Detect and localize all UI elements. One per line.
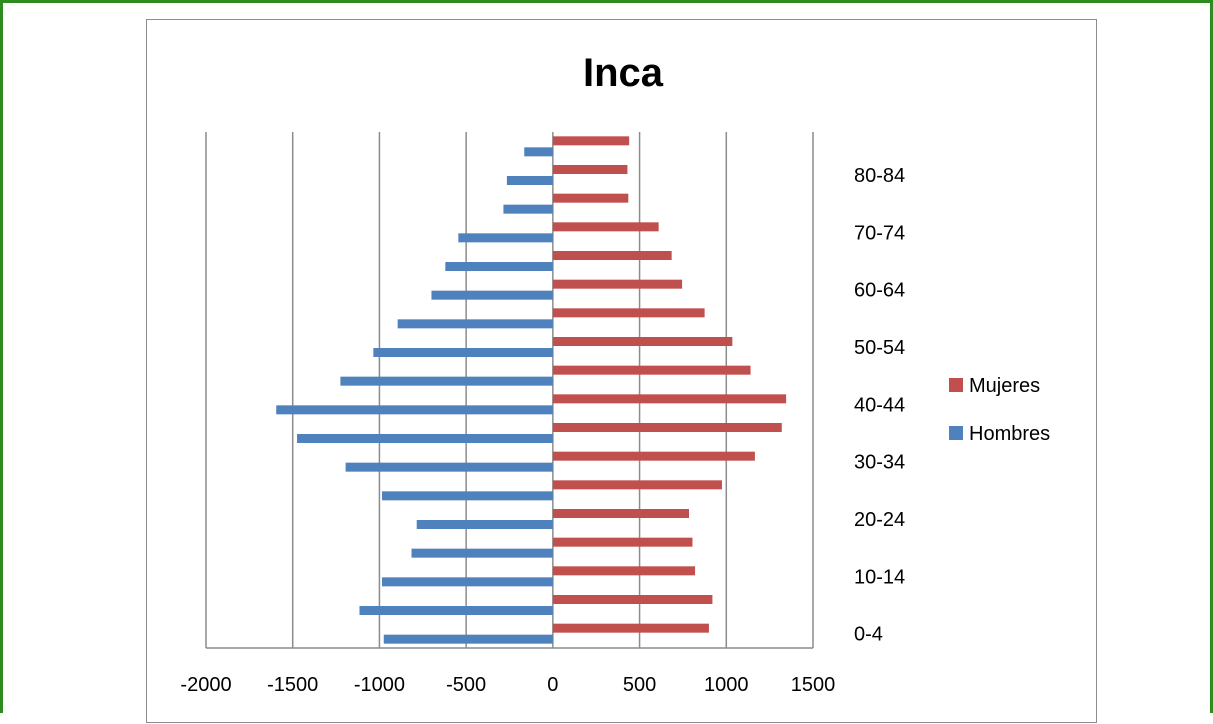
bar-mujeres-0-4 — [552, 623, 709, 633]
x-tick-label: 1500 — [791, 674, 836, 696]
y-category-label: 30-34 — [854, 452, 905, 474]
bar-mujeres-30-34 — [552, 451, 755, 461]
y-category-label: 40-44 — [854, 394, 905, 416]
bar-mujeres-45-49 — [552, 365, 751, 375]
bar-mujeres-15-19 — [552, 537, 693, 547]
bar-hombres-50-54 — [373, 348, 553, 357]
bar-mujeres-70-74 — [552, 222, 659, 232]
bar-mujeres-35-39 — [552, 423, 782, 432]
y-category-label: 0-4 — [854, 624, 883, 646]
y-category-label: 10-14 — [854, 566, 905, 588]
bar-hombres-15-19 — [411, 548, 553, 558]
y-category-label: 20-24 — [854, 509, 905, 531]
bar-mujeres-65-69 — [552, 251, 672, 260]
bar-hombres-80-84 — [506, 176, 553, 185]
bar-hombres-65-69 — [445, 262, 553, 271]
bar-hombres-20-24 — [416, 520, 553, 529]
bar-hombres-40-44 — [276, 405, 553, 415]
bar-mujeres-60-64 — [552, 279, 683, 289]
legend-swatch-mujeres — [949, 378, 963, 392]
bar-hombres-70-74 — [458, 233, 553, 243]
x-tick-label: 0 — [547, 674, 558, 696]
legend-swatch-hombres — [949, 426, 963, 440]
bar-mujeres-40-44 — [552, 394, 787, 404]
bar-mujeres-20-24 — [552, 509, 689, 518]
bar-hombres-75-79 — [503, 204, 553, 214]
x-tick-label: 500 — [623, 674, 656, 696]
bar-mujeres-10-14 — [552, 566, 696, 576]
y-category-label: 70-74 — [854, 222, 905, 244]
bar-hombres-55-59 — [397, 319, 553, 329]
legend-label-mujeres: Mujeres — [969, 375, 1040, 397]
x-tick-label: -1000 — [354, 674, 405, 696]
legend-label-hombres: Hombres — [969, 423, 1050, 445]
y-category-label: 80-84 — [854, 165, 905, 187]
x-tick-label: -500 — [446, 674, 486, 696]
bar-hombres-35-39 — [297, 434, 553, 443]
x-tick-label: 1000 — [704, 674, 749, 696]
y-category-label: 60-64 — [854, 280, 905, 302]
x-tick-label: -1500 — [267, 674, 318, 696]
bar-hombres-10-14 — [382, 577, 553, 587]
bar-hombres-30-34 — [345, 462, 553, 472]
bar-hombres-0-4 — [383, 634, 553, 644]
bar-hombres-45-49 — [340, 376, 553, 386]
chart-title: Inca — [583, 51, 664, 95]
bar-mujeres-80-84 — [552, 165, 628, 174]
bar-mujeres-50-54 — [552, 337, 733, 346]
bar-mujeres-25-29 — [552, 480, 722, 490]
bar-mujeres-55-59 — [552, 308, 705, 318]
y-category-label: 50-54 — [854, 337, 905, 359]
bar-mujeres-75-79 — [552, 193, 629, 203]
bar-hombres-25-29 — [382, 491, 553, 501]
bar-hombres-5-9 — [359, 606, 553, 615]
population-pyramid-chart: Inca -2000 -1500 -1000 -500 0 500 1000 1500 0-4 10… — [180, 51, 1050, 696]
bar-hombres-60-64 — [431, 290, 553, 300]
chart-container: Inca -2000 -1500 -1000 -500 0 500 1000 1500 0-4 10… — [146, 19, 1097, 723]
x-tick-label: -2000 — [180, 674, 231, 696]
bar-mujeres-5-9 — [552, 595, 713, 604]
bar-mujeres-85+ — [552, 136, 630, 146]
bar-hombres-85+ — [524, 147, 553, 157]
